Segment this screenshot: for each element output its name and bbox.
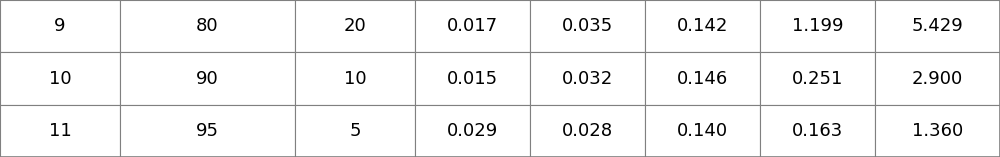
Bar (645, 52, 760, 105)
Bar (120, 105, 295, 157)
Text: 80: 80 (196, 17, 219, 35)
Bar (530, 105, 645, 157)
Bar (760, 0, 875, 52)
Text: 0.251: 0.251 (792, 70, 843, 87)
Bar (645, 105, 760, 157)
Bar (645, 0, 760, 52)
Bar (530, 0, 645, 52)
Bar (875, 52, 1000, 105)
Bar (415, 52, 530, 105)
Bar (530, 52, 645, 105)
Text: 10: 10 (344, 70, 366, 87)
Text: 0.140: 0.140 (677, 122, 728, 140)
Text: 0.015: 0.015 (447, 70, 498, 87)
Text: 95: 95 (196, 122, 219, 140)
Text: 0.017: 0.017 (447, 17, 498, 35)
Text: 5.429: 5.429 (912, 17, 963, 35)
Bar (120, 52, 295, 105)
Bar (120, 0, 295, 52)
Bar (875, 0, 1000, 52)
Text: 10: 10 (49, 70, 71, 87)
Bar (0, 105, 120, 157)
Bar (295, 0, 415, 52)
Bar (760, 105, 875, 157)
Text: 0.142: 0.142 (677, 17, 728, 35)
Text: 9: 9 (54, 17, 66, 35)
Bar (875, 105, 1000, 157)
Text: 0.146: 0.146 (677, 70, 728, 87)
Text: 1.360: 1.360 (912, 122, 963, 140)
Bar (760, 52, 875, 105)
Bar (295, 52, 415, 105)
Bar (0, 0, 120, 52)
Text: 0.032: 0.032 (562, 70, 613, 87)
Bar (415, 105, 530, 157)
Text: 1.199: 1.199 (792, 17, 843, 35)
Text: 11: 11 (49, 122, 71, 140)
Text: 0.028: 0.028 (562, 122, 613, 140)
Text: 0.029: 0.029 (447, 122, 498, 140)
Bar (415, 0, 530, 52)
Text: 0.035: 0.035 (562, 17, 613, 35)
Text: 5: 5 (349, 122, 361, 140)
Bar (0, 52, 120, 105)
Text: 0.163: 0.163 (792, 122, 843, 140)
Text: 20: 20 (344, 17, 366, 35)
Bar (295, 105, 415, 157)
Text: 2.900: 2.900 (912, 70, 963, 87)
Text: 90: 90 (196, 70, 219, 87)
